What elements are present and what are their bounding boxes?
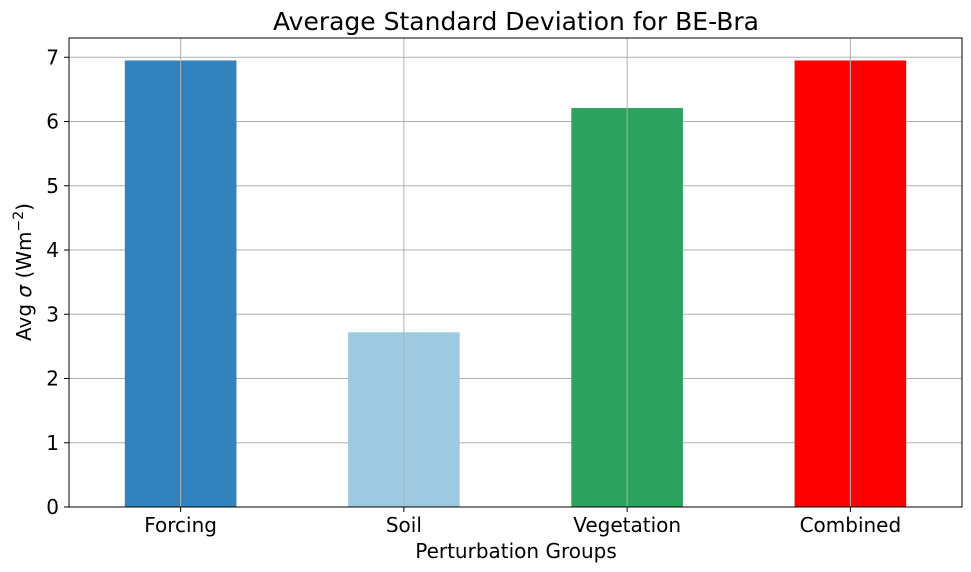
x-tick-label-soil: Soil xyxy=(386,513,422,537)
y-axis-label-exponent: −2 xyxy=(11,211,27,232)
y-axis-label: Avg σ (Wm−2) xyxy=(11,203,36,341)
y-tick-label: 5 xyxy=(46,174,59,198)
x-tick-label-forcing: Forcing xyxy=(144,513,217,537)
y-axis-label-unit: (Wm xyxy=(12,231,36,284)
chart-title: Average Standard Deviation for BE-Bra xyxy=(273,7,759,36)
x-tick-label-combined: Combined xyxy=(800,513,902,537)
y-tick-label: 7 xyxy=(46,45,59,69)
y-tick-label: 2 xyxy=(46,367,59,391)
y-axis-label-close: ) xyxy=(12,203,36,211)
x-axis-label: Perturbation Groups xyxy=(415,539,617,563)
x-axis-ticks: Forcing Soil Vegetation Combined xyxy=(144,507,901,537)
y-tick-label: 6 xyxy=(46,110,59,134)
y-tick-label: 1 xyxy=(46,431,59,455)
y-tick-label: 0 xyxy=(46,495,59,519)
y-axis-label-symbol: σ xyxy=(12,284,36,298)
y-axis-label-prefix: Avg xyxy=(12,298,36,341)
y-tick-label: 4 xyxy=(46,238,59,262)
vertical-grid-lines xyxy=(180,38,851,507)
plot-frame xyxy=(68,37,963,508)
bars xyxy=(124,60,907,508)
y-tick-label: 3 xyxy=(46,302,59,326)
y-axis-ticks: 0 1 2 3 4 5 6 7 xyxy=(46,45,69,519)
x-tick-label-vegetation: Vegetation xyxy=(573,513,681,537)
